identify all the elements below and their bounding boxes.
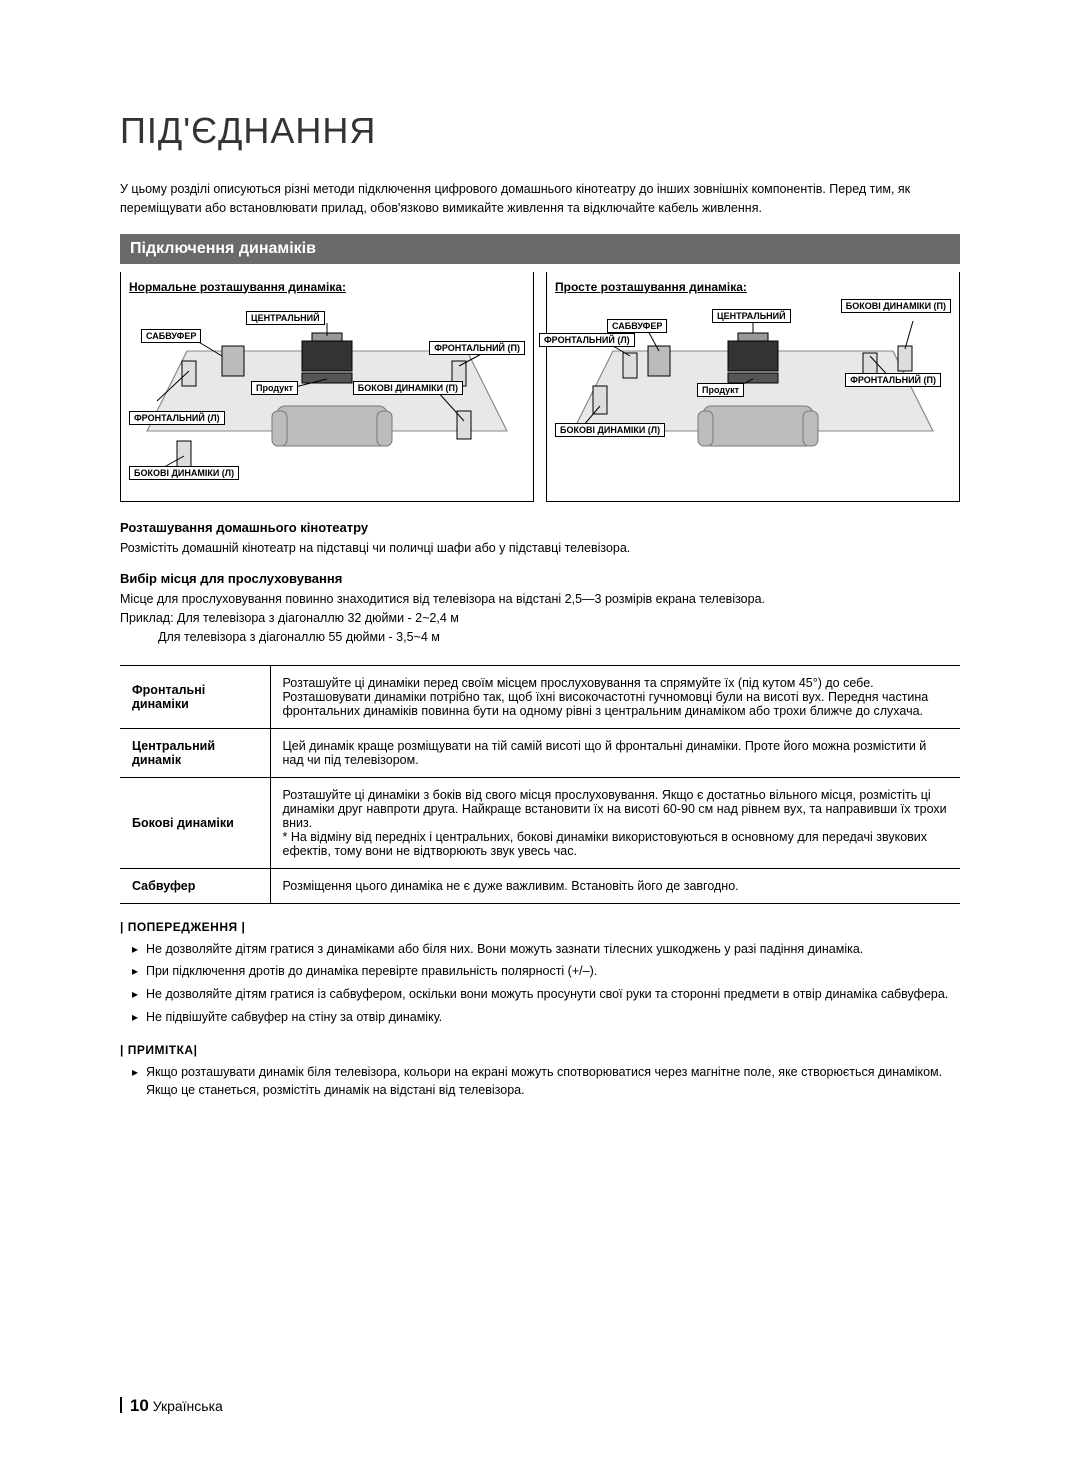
center-body: Цей динамік краще розміщувати на тій сам… — [270, 728, 960, 777]
page-number: 10 — [130, 1396, 149, 1415]
label-front-l-2: ФРОНТАЛЬНИЙ (Л) — [539, 333, 635, 347]
listening-ex1: Приклад: Для телевізора з діагоналлю 32 … — [120, 609, 960, 628]
speakers-table: Фронтальні динаміки Розташуйте ці динамі… — [120, 665, 960, 904]
sub-body: Розміщення цього динаміка не є дуже важл… — [270, 868, 960, 903]
label-product: Продукт — [251, 381, 298, 395]
note-head: | ПРИМІТКА| — [120, 1043, 960, 1057]
listening-ex2: Для телевізора з діагоналлю 55 дюйми - 3… — [158, 628, 960, 647]
label-center: ЦЕНТРАЛЬНИЙ — [246, 311, 325, 325]
table-row: Фронтальні динаміки Розташуйте ці динамі… — [120, 665, 960, 728]
footer-bar-icon — [120, 1397, 122, 1413]
center-head: Центральний динамік — [120, 728, 270, 777]
diagram-normal: Нормальне розташування динаміка: — [120, 272, 534, 502]
list-item: При підключення дротів до динаміка перев… — [132, 962, 960, 981]
page-title: ПІД'ЄДНАННЯ — [120, 110, 960, 152]
label-side-r: БОКОВІ ДИНАМІКИ (П) — [353, 381, 463, 395]
listening-text: Місце для прослуховування повинно знаход… — [120, 590, 960, 609]
warnings-list: Не дозволяйте дітям гратися з динаміками… — [120, 940, 960, 1027]
placement-heading: Розташування домашнього кінотеатру — [120, 520, 960, 535]
page-footer: 10 Українська — [120, 1396, 223, 1416]
list-item: Якщо розташувати динамік біля телевізора… — [132, 1063, 960, 1101]
sub-head: Сабвуфер — [120, 868, 270, 903]
notes-list: Якщо розташувати динамік біля телевізора… — [120, 1063, 960, 1101]
table-row: Бокові динаміки Розташуйте ці динаміки з… — [120, 777, 960, 868]
diagram-simple: Просте розташування динаміка: — [546, 272, 960, 502]
label-front-r-2: ФРОНТАЛЬНИЙ (П) — [845, 373, 941, 387]
label-side-l: БОКОВІ ДИНАМІКИ (Л) — [129, 466, 239, 480]
list-item: Не дозволяйте дітям гратися з динаміками… — [132, 940, 960, 959]
front-body: Розташуйте ці динаміки перед своїм місце… — [270, 665, 960, 728]
list-item: Не підвішуйте сабвуфер на стіну за отвір… — [132, 1008, 960, 1027]
page-lang: Українська — [153, 1398, 223, 1414]
label-side-l-2: БОКОВІ ДИНАМІКИ (Л) — [555, 423, 665, 437]
label-subwoofer-2: САБВУФЕР — [607, 319, 667, 333]
listening-heading: Вибір місця для прослуховування — [120, 571, 960, 586]
list-item: Не дозволяйте дітям гратися із сабвуферо… — [132, 985, 960, 1004]
label-front-r: ФРОНТАЛЬНИЙ (П) — [429, 341, 525, 355]
label-center-2: ЦЕНТРАЛЬНИЙ — [712, 309, 791, 323]
diagram-simple-title: Просте розташування динаміка: — [555, 280, 951, 296]
label-front-l: ФРОНТАЛЬНИЙ (Л) — [129, 411, 225, 425]
label-product-2: Продукт — [697, 383, 744, 397]
intro-text: У цьому розділі описуються різні методи … — [120, 180, 960, 218]
diagrams-row: Нормальне розташування динаміка: — [120, 272, 960, 502]
side-body: Розташуйте ці динаміки з боків від свого… — [270, 777, 960, 868]
table-row: Сабвуфер Розміщення цього динаміка не є … — [120, 868, 960, 903]
table-row: Центральний динамік Цей динамік краще ро… — [120, 728, 960, 777]
label-side-r-2: БОКОВІ ДИНАМІКИ (П) — [841, 299, 951, 313]
label-subwoofer: САБВУФЕР — [141, 329, 201, 343]
section-header: Підключення динаміків — [120, 234, 960, 264]
front-head: Фронтальні динаміки — [120, 665, 270, 728]
diagram-normal-title: Нормальне розташування динаміка: — [129, 280, 525, 296]
side-head: Бокові динаміки — [120, 777, 270, 868]
warning-head: | ПОПЕРЕДЖЕННЯ | — [120, 920, 960, 934]
placement-text: Розмістіть домашній кінотеатр на підстав… — [120, 539, 960, 558]
